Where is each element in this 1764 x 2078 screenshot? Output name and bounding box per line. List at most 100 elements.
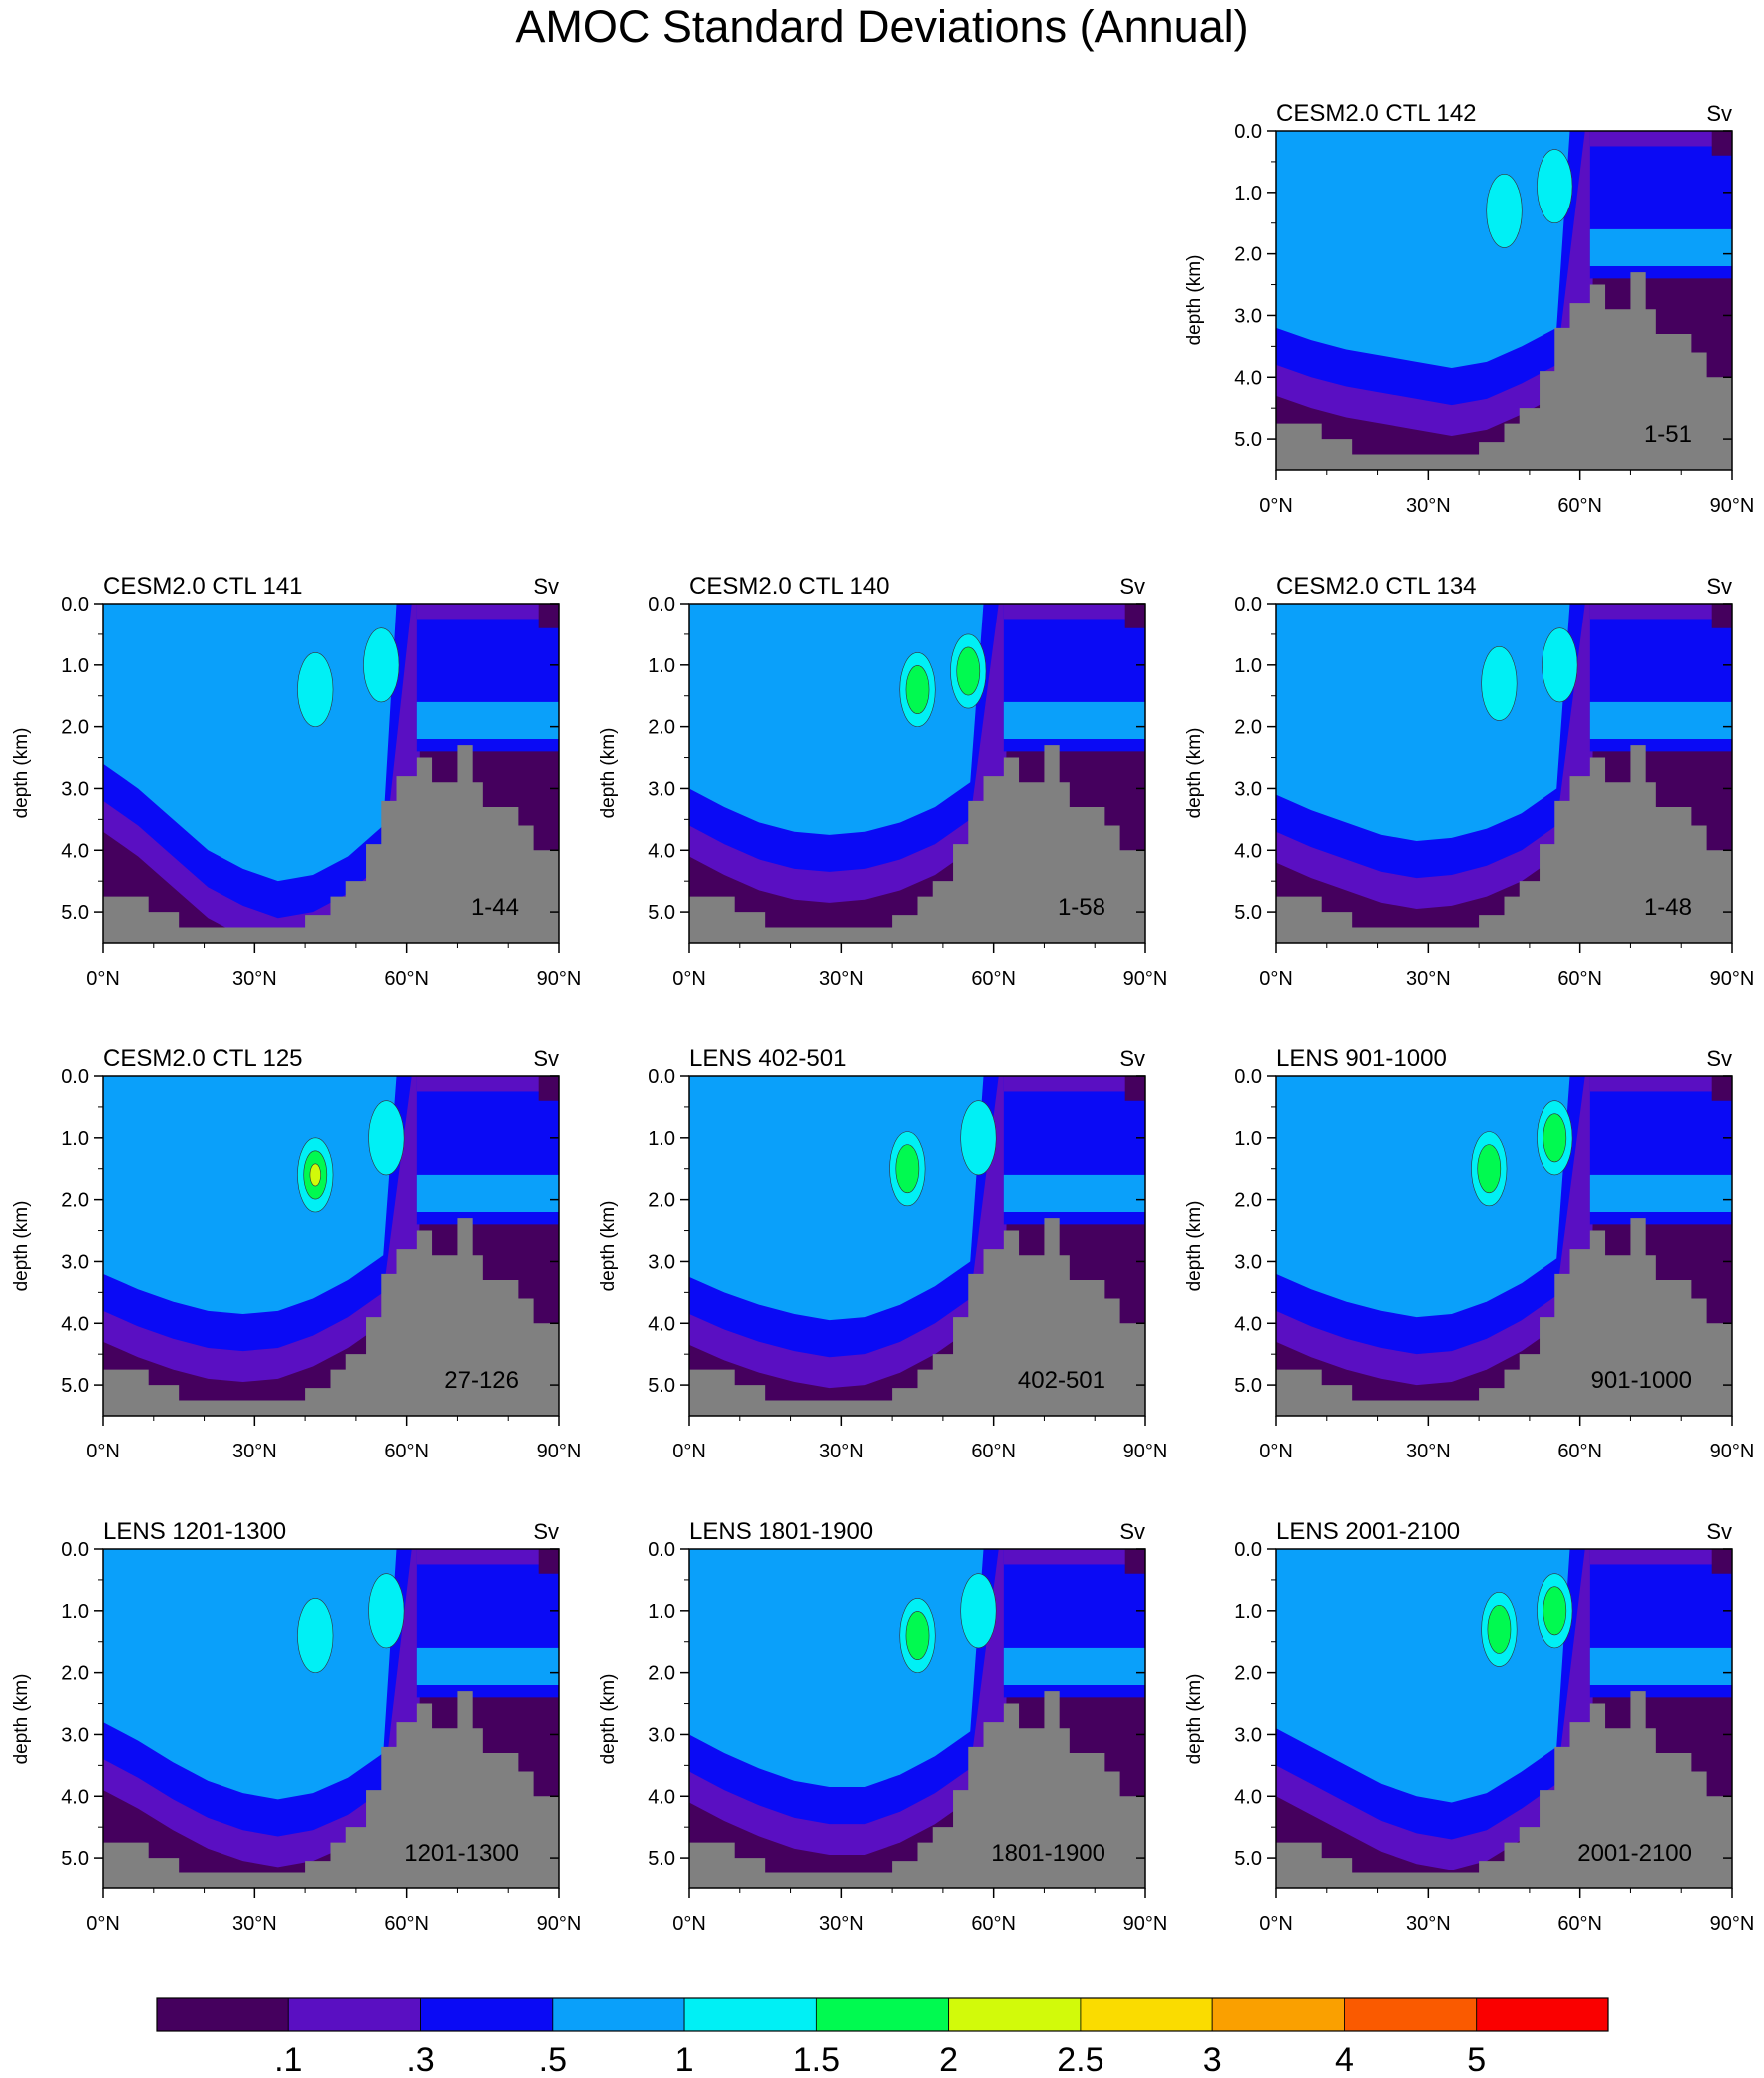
panel-title: CESM2.0 CTL 140 (689, 573, 890, 600)
y-tick-label: 4.0 (61, 1313, 89, 1335)
level-fill (1711, 604, 1732, 628)
x-tick-label: 30°N (1406, 968, 1451, 990)
level-fill (1589, 701, 1732, 739)
core-level (1543, 1113, 1567, 1163)
core-level (309, 1163, 321, 1187)
level-fill (1589, 1647, 1732, 1685)
panel-2: 0.0 1.0 2.0 3.0 4.0 5.0 0°N 30°N 60°N 90°N CESM2.0… (11, 573, 581, 990)
y-tick-label: 2.0 (648, 717, 675, 739)
level-fill (1589, 1549, 1732, 1565)
y-tick-label: 3.0 (61, 1251, 89, 1273)
y-tick-label: 0.0 (648, 594, 675, 616)
units-label: Sv (533, 1519, 559, 1544)
y-axis-label: depth (km) (1184, 1674, 1205, 1765)
core-level (905, 665, 930, 714)
x-tick-label: 60°N (1557, 1441, 1602, 1462)
panel-title: LENS 402-501 (689, 1045, 846, 1072)
y-tick-label: 5.0 (1234, 1848, 1262, 1870)
level-fill (1124, 1549, 1145, 1574)
panel-5: 0.0 1.0 2.0 3.0 4.0 5.0 0°N 30°N 60°N 90°N CESM2.0… (11, 1045, 581, 1462)
contour-field (103, 1076, 559, 1416)
contour-field (103, 604, 559, 943)
x-tick-label: 60°N (971, 1913, 1016, 1935)
x-tick-label: 0°N (672, 968, 706, 990)
x-tick-label: 0°N (86, 1913, 120, 1935)
x-tick-label: 60°N (384, 1913, 429, 1935)
plot-frame (1275, 603, 1733, 944)
colorbar-label: 1 (675, 2041, 694, 2078)
units-label: Sv (1706, 574, 1732, 599)
core-level (956, 646, 981, 696)
core-level (297, 652, 334, 727)
core-level (1543, 1586, 1567, 1636)
x-tick-label: 30°N (232, 1913, 277, 1935)
panel-title: CESM2.0 CTL 141 (103, 573, 303, 600)
y-tick-label: 3.0 (61, 1724, 89, 1746)
core-level (1486, 173, 1523, 248)
plot-frame (1275, 130, 1733, 471)
y-tick-label: 3.0 (648, 1251, 675, 1273)
y-tick-label: 1.0 (648, 1601, 675, 1623)
bathymetry-land (1276, 1218, 1732, 1416)
plot-frame (688, 1548, 1146, 1889)
colorbar-label: 4 (1335, 2041, 1354, 2078)
y-axis-label: depth (km) (11, 728, 32, 819)
x-tick-label: 60°N (1557, 968, 1602, 990)
y-tick-label: 5.0 (1234, 902, 1262, 924)
y-tick-label: 4.0 (648, 1786, 675, 1808)
panel-6: 0.0 1.0 2.0 3.0 4.0 5.0 0°N 30°N 60°N 90°N LENS 40… (598, 1045, 1167, 1462)
y-tick-label: 2.0 (61, 717, 89, 739)
y-tick-label: 0.0 (61, 1066, 89, 1088)
x-tick-label: 90°N (1710, 495, 1755, 517)
level-fill (1711, 1549, 1732, 1574)
colorbar-swatch (287, 1997, 421, 2032)
y-axis-label: depth (km) (1184, 255, 1205, 346)
level-fill (1003, 1549, 1145, 1565)
y-tick-label: 2.0 (1234, 244, 1262, 266)
panel-8: 0.0 1.0 2.0 3.0 4.0 5.0 0°N 30°N 60°N 90°N LENS 12… (11, 1518, 581, 1935)
x-tick-label: 30°N (819, 1441, 864, 1462)
y-tick-label: 4.0 (1234, 840, 1262, 862)
units-label: Sv (1119, 1046, 1145, 1071)
y-tick-label: 3.0 (1234, 1251, 1262, 1273)
y-tick-label: 5.0 (61, 1375, 89, 1397)
core-level (1487, 1604, 1512, 1654)
years-label: 1201-1300 (404, 1840, 519, 1867)
years-label: 1801-1900 (991, 1840, 1105, 1867)
figure-title: AMOC Standard Deviations (Annual) (515, 1, 1248, 52)
level-fill (416, 604, 559, 620)
y-tick-label: 0.0 (1234, 1066, 1262, 1088)
y-tick-label: 1.0 (61, 655, 89, 677)
y-tick-label: 0.0 (648, 1539, 675, 1561)
level-fill (416, 1647, 559, 1685)
level-fill (1276, 131, 1570, 368)
bathymetry-land (103, 745, 559, 943)
level-fill (416, 1174, 559, 1212)
plot-frame (102, 603, 560, 944)
core-level (297, 1598, 334, 1673)
panels-group: 0.0 1.0 2.0 3.0 4.0 5.0 0°N 30°N 60°N 90°N CESM2.0… (11, 100, 1754, 1935)
y-tick-label: 1.0 (61, 1128, 89, 1150)
colorbar-swatch (948, 1997, 1082, 2032)
y-tick-label: 2.0 (1234, 1190, 1262, 1212)
y-tick-label: 0.0 (1234, 121, 1262, 143)
core-level (368, 1100, 405, 1176)
x-tick-label: 0°N (672, 1441, 706, 1462)
y-tick-label: 0.0 (648, 1066, 675, 1088)
colorbar-label: 1.5 (793, 2041, 840, 2078)
y-tick-label: 4.0 (1234, 1313, 1262, 1335)
years-label: 1-58 (1058, 894, 1105, 921)
y-tick-label: 0.0 (61, 1539, 89, 1561)
x-tick-label: 60°N (971, 1441, 1016, 1462)
colorbar-label: 5 (1467, 2041, 1486, 2078)
colorbar-frame (156, 1997, 1609, 2032)
colorbar-swatch (1344, 1997, 1478, 2032)
x-tick-label: 0°N (1259, 1913, 1293, 1935)
x-tick-label: 90°N (1710, 1913, 1755, 1935)
x-tick-label: 30°N (232, 1441, 277, 1462)
y-tick-label: 1.0 (61, 1601, 89, 1623)
y-axis-label: depth (km) (1184, 728, 1205, 819)
x-tick-label: 0°N (672, 1913, 706, 1935)
y-tick-label: 4.0 (648, 840, 675, 862)
bathymetry-land (689, 1218, 1145, 1416)
